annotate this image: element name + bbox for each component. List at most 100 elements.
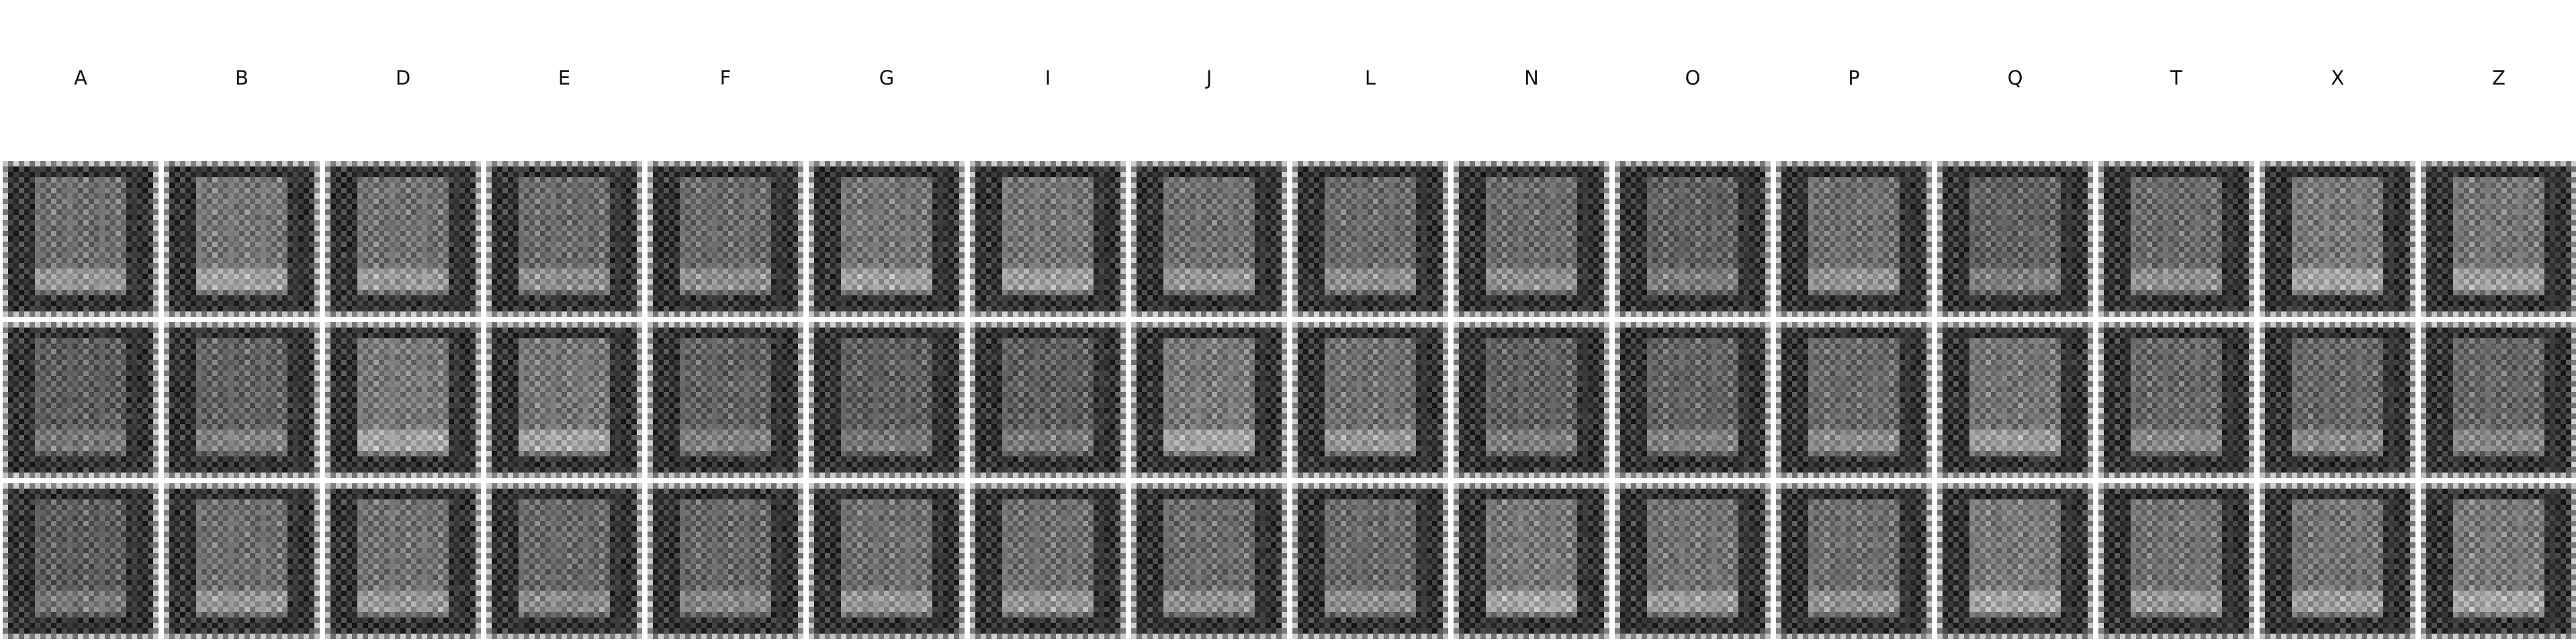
- generated-image-tile: [1454, 161, 1609, 317]
- generated-image-tile: [3, 322, 159, 478]
- generated-image-tile: [3, 161, 159, 317]
- generated-image-tile: [2098, 483, 2254, 639]
- glyph-image-icon: [2260, 483, 2415, 639]
- glyph-image-icon: [1131, 322, 1287, 478]
- glyph-image-icon: [1937, 161, 2093, 317]
- glyph-image-icon: [2421, 322, 2576, 478]
- generated-image-tile: [1615, 322, 1771, 478]
- column-label-t: T: [2098, 66, 2254, 90]
- glyph-image-icon: [1292, 161, 1448, 317]
- generated-image-tile: [486, 483, 642, 639]
- column-label-o: O: [1615, 66, 1771, 90]
- generated-image-tile: [164, 483, 320, 639]
- glyph-image-icon: [809, 161, 965, 317]
- column-label-j: J: [1131, 66, 1287, 90]
- generated-image-tile: [2421, 483, 2576, 639]
- glyph-image-icon: [486, 322, 642, 478]
- column-label-a: A: [3, 66, 159, 90]
- generated-image-tile: [2260, 483, 2415, 639]
- glyph-image-icon: [1454, 483, 1609, 639]
- glyph-image-icon: [2260, 161, 2415, 317]
- generated-image-tile: [648, 483, 803, 639]
- column-label-g: G: [809, 66, 965, 90]
- generated-image-tile: [2260, 161, 2415, 317]
- glyph-image-icon: [3, 483, 159, 639]
- generated-image-tile: [2098, 161, 2254, 317]
- glyph-image-icon: [1937, 483, 2093, 639]
- column-label-z: Z: [2421, 66, 2576, 90]
- glyph-image-icon: [325, 322, 481, 478]
- glyph-image-icon: [809, 322, 965, 478]
- glyph-image-icon: [1454, 161, 1609, 317]
- generated-image-tile: [1776, 483, 1932, 639]
- glyph-image-icon: [2421, 483, 2576, 639]
- generated-image-tile: [2260, 322, 2415, 478]
- generated-image-tile: [1292, 322, 1448, 478]
- generated-image-tile: [970, 483, 1126, 639]
- glyph-image-icon: [2260, 322, 2415, 478]
- glyph-image-icon: [2098, 322, 2254, 478]
- generated-image-tile: [1937, 483, 2093, 639]
- generated-image-tile: [1776, 322, 1932, 478]
- glyph-image-icon: [1615, 322, 1771, 478]
- generated-image-tile: [1131, 322, 1287, 478]
- glyph-image-icon: [3, 322, 159, 478]
- generated-image-tile: [3, 483, 159, 639]
- generated-image-tile: [970, 161, 1126, 317]
- generated-image-tile: [486, 322, 642, 478]
- glyph-image-icon: [2098, 161, 2254, 317]
- glyph-image-icon: [164, 483, 320, 639]
- generated-image-tile: [325, 322, 481, 478]
- generated-image-tile: [1937, 322, 2093, 478]
- glyph-image-icon: [1776, 483, 1932, 639]
- generated-image-tile: [1131, 161, 1287, 317]
- column-label-b: B: [164, 66, 320, 90]
- glyph-image-icon: [325, 161, 481, 317]
- column-label-i: I: [970, 66, 1126, 90]
- generated-image-tile: [809, 483, 965, 639]
- generated-image-tile: [809, 161, 965, 317]
- glyph-image-icon: [3, 161, 159, 317]
- column-label-x: X: [2260, 66, 2415, 90]
- glyph-image-icon: [1615, 483, 1771, 639]
- generated-image-tile: [1454, 322, 1609, 478]
- generated-image-tile: [1292, 483, 1448, 639]
- glyph-image-icon: [2098, 483, 2254, 639]
- glyph-image-icon: [164, 161, 320, 317]
- glyph-image-icon: [1454, 322, 1609, 478]
- generated-image-tile: [325, 161, 481, 317]
- glyph-image-icon: [1776, 322, 1932, 478]
- glyph-image-icon: [1292, 483, 1448, 639]
- glyph-image-icon: [970, 322, 1126, 478]
- generated-image-tile: [1131, 483, 1287, 639]
- glyph-image-icon: [648, 161, 803, 317]
- column-label-l: L: [1292, 66, 1448, 90]
- glyph-image-icon: [648, 483, 803, 639]
- generated-image-tile: [809, 322, 965, 478]
- glyph-image-icon: [1776, 161, 1932, 317]
- glyph-image-icon: [809, 483, 965, 639]
- glyph-image-icon: [325, 483, 481, 639]
- column-label-f: F: [648, 66, 803, 90]
- column-label-d: D: [325, 66, 481, 90]
- column-label-e: E: [486, 66, 642, 90]
- generated-image-tile: [648, 161, 803, 317]
- glyph-image-icon: [486, 483, 642, 639]
- glyph-image-icon: [970, 483, 1126, 639]
- generated-image-tile: [970, 322, 1126, 478]
- glyph-image-icon: [1292, 322, 1448, 478]
- generated-image-tile: [164, 322, 320, 478]
- glyph-image-icon: [1131, 483, 1287, 639]
- generated-image-tile: [2421, 161, 2576, 317]
- generated-image-tile: [2098, 322, 2254, 478]
- glyph-image-icon: [1615, 161, 1771, 317]
- generated-image-tile: [1454, 483, 1609, 639]
- generated-image-tile: [648, 322, 803, 478]
- column-label-p: P: [1776, 66, 1932, 90]
- glyph-image-icon: [164, 322, 320, 478]
- glyph-image-icon: [1131, 161, 1287, 317]
- glyph-image-icon: [970, 161, 1126, 317]
- column-label-n: N: [1454, 66, 1609, 90]
